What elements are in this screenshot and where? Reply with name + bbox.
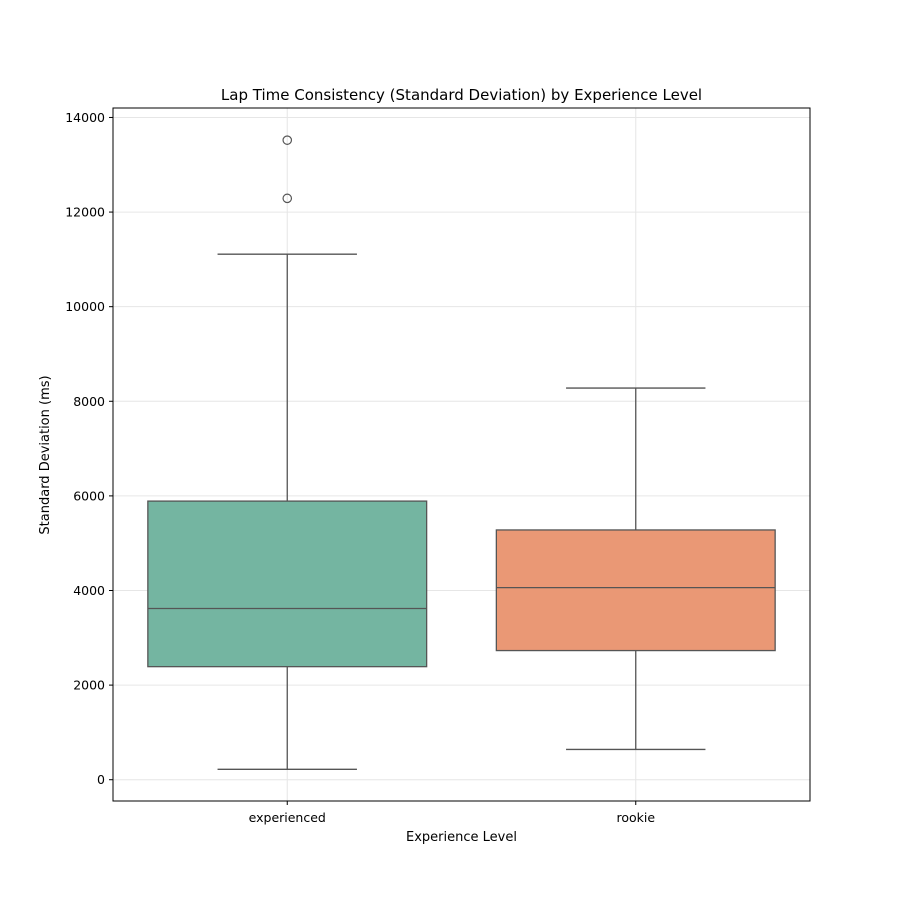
y-axis-label: Standard Deviation (ms) xyxy=(38,375,53,534)
iqr-box xyxy=(495,529,776,652)
y-tick-label: 4000 xyxy=(73,583,105,598)
iqr-box xyxy=(147,500,428,668)
y-tick-label: 0 xyxy=(97,772,105,787)
chart-title: Lap Time Consistency (Standard Deviation… xyxy=(221,86,702,104)
x-tick-label: rookie xyxy=(616,810,655,825)
box-experienced xyxy=(147,135,428,770)
box-rookie xyxy=(495,387,776,751)
outlier-point xyxy=(282,135,293,145)
x-tick-label: experienced xyxy=(249,810,326,825)
y-tick-label: 12000 xyxy=(65,205,105,220)
x-axis-label: Experience Level xyxy=(406,830,517,845)
y-tick-label: 6000 xyxy=(73,488,105,503)
y-tick-label: 2000 xyxy=(73,678,105,693)
y-tick-label: 10000 xyxy=(65,299,105,314)
outlier-point xyxy=(282,193,293,204)
boxes xyxy=(147,135,776,770)
axes: 0 2000 4000 6000 8000 10000 12000 14000 experien… xyxy=(65,110,655,825)
y-tick-label: 8000 xyxy=(73,394,105,409)
plot-frame xyxy=(112,107,811,802)
y-tick-label: 14000 xyxy=(65,110,105,125)
